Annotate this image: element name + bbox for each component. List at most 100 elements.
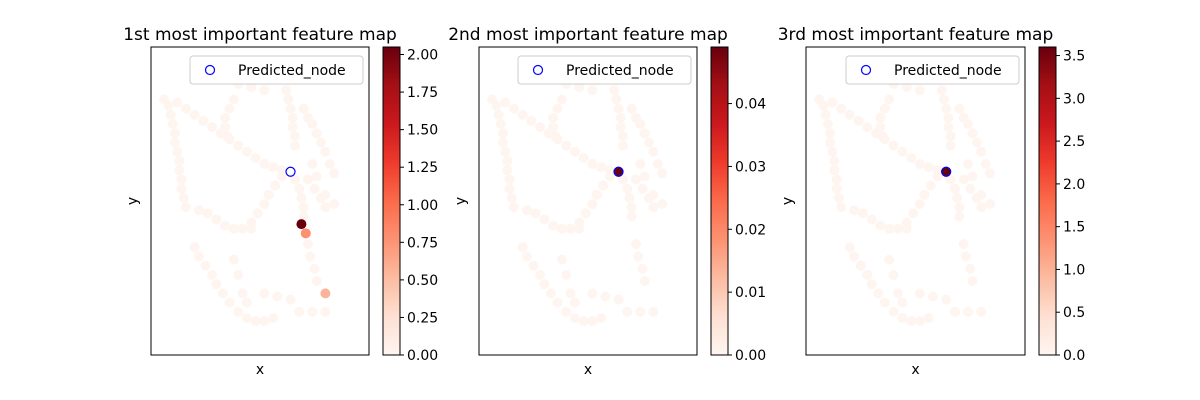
node-point [635,119,646,129]
node-point [897,297,908,308]
node-point [294,306,305,317]
node-point [925,180,936,191]
node-point [884,94,895,105]
node-point [879,103,890,114]
node-point [202,208,213,219]
node-point [504,183,515,194]
node-point [329,199,340,210]
node-point [923,162,934,173]
node-point [578,316,589,327]
node-point [943,122,954,133]
colorbar-tick-label: 1.50 [407,123,438,139]
node-point [552,103,563,114]
node-point [963,306,974,317]
node-point [502,155,513,166]
node-point [189,109,200,120]
node-point [535,122,546,133]
node-point [548,122,559,133]
node-point [241,146,252,157]
node-point [897,146,908,157]
node-point [287,112,298,123]
node-point [877,131,888,142]
node-point [914,85,925,96]
node-point [945,140,956,151]
node-point [901,82,912,93]
node-point [272,291,283,302]
node-point [923,313,934,324]
node-point [941,103,952,114]
chart-panel-3: 3rd most important feature map Predicted_… [778,25,1086,378]
node-point [556,94,567,105]
node-point [220,112,231,123]
node-point [298,202,309,213]
node-point [914,316,925,327]
colorbar-tick-label: 2.5 [1063,134,1085,150]
predicted-node-marker [613,166,624,177]
node-point [873,288,884,299]
colorbar-tick-label: 0.00 [407,348,438,364]
node-point [952,192,963,203]
node-point [174,155,185,166]
colorbar-tick-label: 3.5 [1063,49,1085,65]
node-point [943,112,954,123]
colorbar-tick-label: 0.02 [735,222,766,238]
node-point [648,306,659,317]
node-point [626,103,637,114]
legend-box [845,55,1020,85]
node-point [820,109,831,120]
node-point [228,254,239,265]
node-point [569,297,580,308]
x-axis-label: x [584,362,592,378]
node-point [316,137,327,148]
node-point [307,306,318,317]
y-axis-label: y [453,197,469,205]
node-point [580,208,591,219]
node-point [237,288,248,299]
node-point [818,100,829,111]
colorbar-tick-label: 0.01 [735,285,766,301]
node-point [228,223,239,234]
node-point [626,202,637,213]
node-point [298,211,309,222]
chart-title: 3rd most important feature map [778,25,1054,45]
node-point [635,306,646,317]
colorbar-tick-label: 3.0 [1063,91,1085,107]
node-point [884,254,895,265]
node-point [657,199,668,210]
node-point [217,288,228,299]
node-point [285,294,296,305]
node-point [596,313,607,324]
node-point [176,174,187,185]
node-point [901,223,912,234]
legend-marker [860,64,872,76]
y-axis-label: y [125,197,141,205]
colorbar-tick-label: 0.75 [407,235,438,251]
node-point [270,180,281,191]
node-point [241,313,252,324]
node-point [831,183,842,194]
node-point [639,128,650,139]
node-point [613,294,624,305]
node-point [906,152,917,163]
node-point [884,223,895,234]
node-point [500,146,511,157]
node-point [180,202,191,213]
node-point [949,306,960,317]
node-point [172,97,183,108]
node-point [639,276,650,287]
node-point [622,183,633,194]
colorbar-tick-label: 0.5 [1063,305,1085,321]
node-point [971,137,982,148]
node-point [163,100,174,111]
node-point [630,174,641,185]
node-point [648,189,659,200]
colorbar: 0.0 0.5 1.0 1.5 2.0 2.5 3.0 3.5 [1038,46,1085,364]
node-point [517,242,528,253]
node-point [539,214,550,225]
node-point [888,269,899,280]
base-nodes [159,78,340,327]
node-point [165,109,176,120]
node-point [289,140,300,151]
chart-title: 1st most important feature map [123,25,397,45]
